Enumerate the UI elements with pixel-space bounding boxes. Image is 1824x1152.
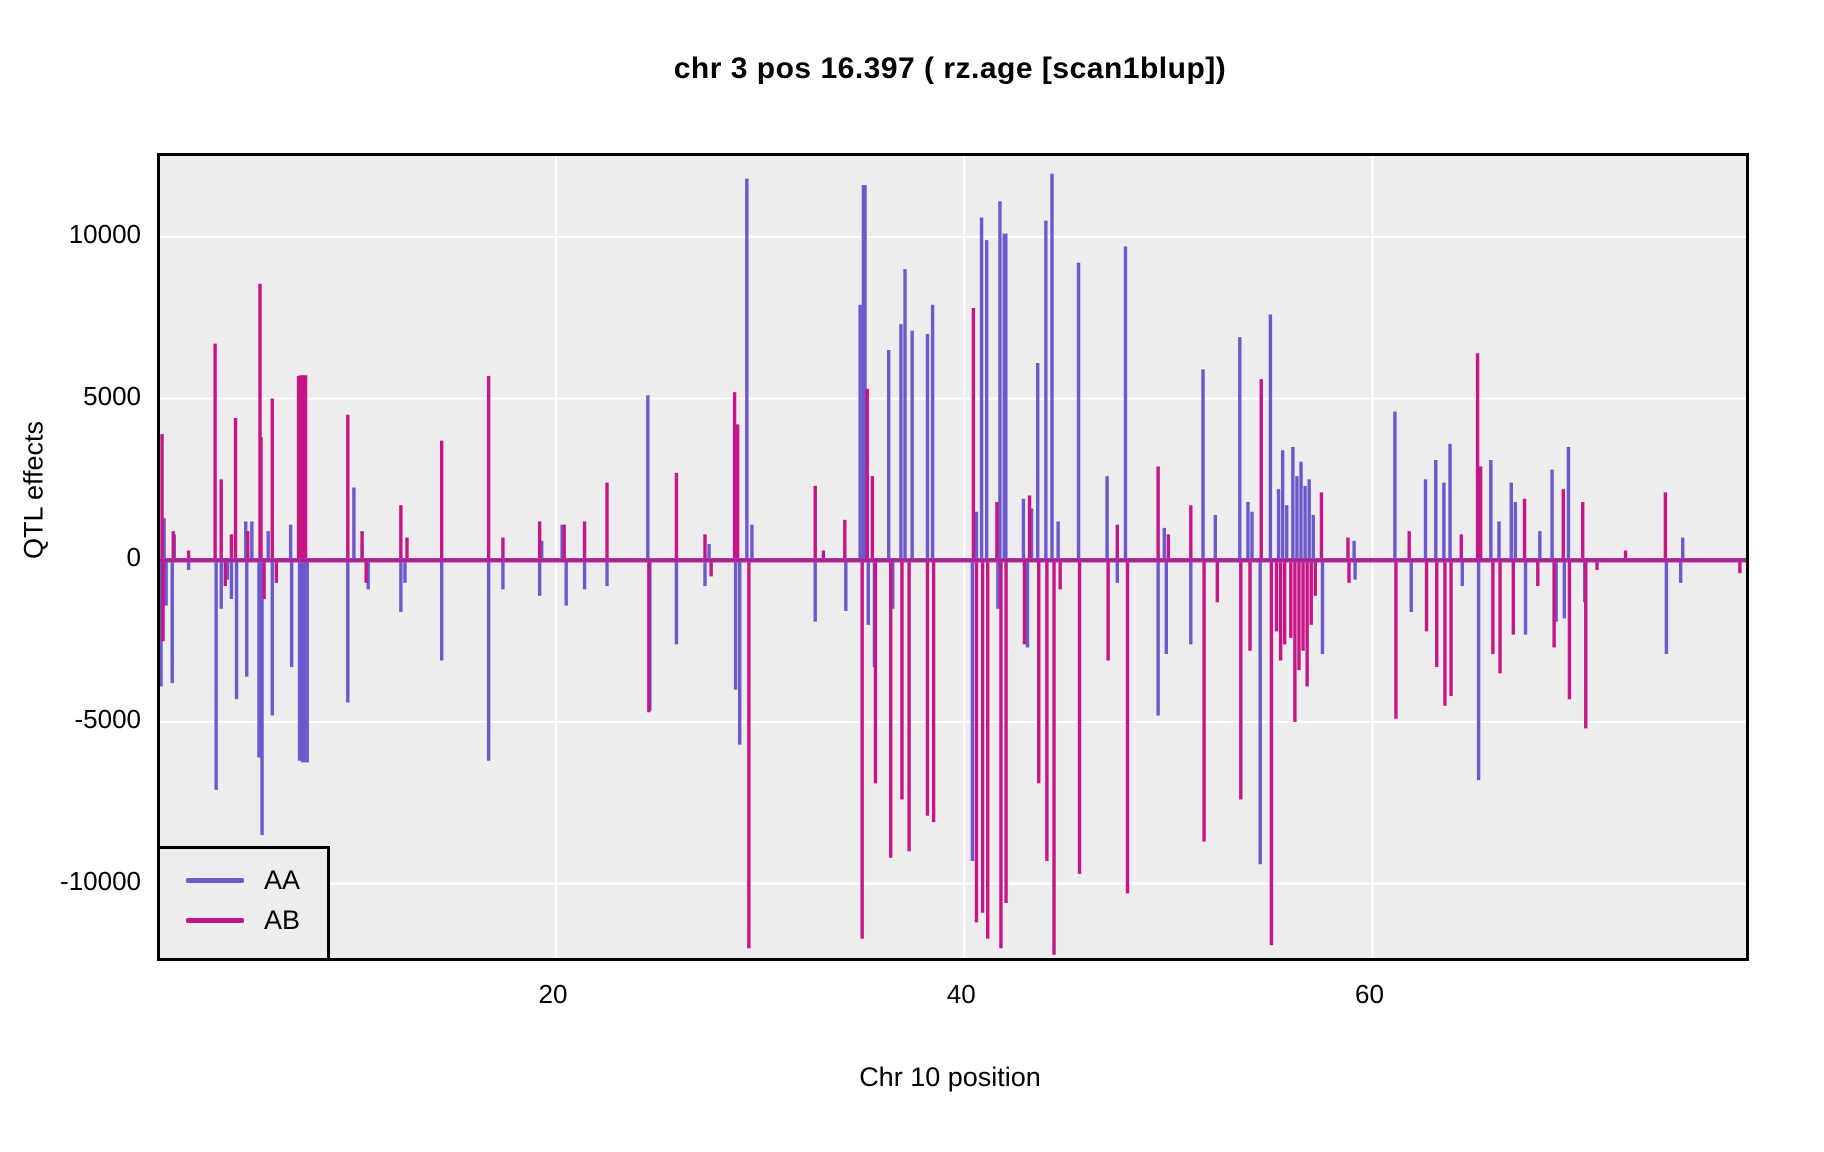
chart-title: chr 3 pos 16.397 ( rz.age [scan1blup]) (673, 52, 1227, 85)
legend-label: AB (264, 905, 301, 935)
x-tick-label: 40 (946, 979, 976, 1009)
legend: AA AB (157, 846, 330, 961)
x-tick-label: 20 (538, 979, 568, 1009)
legend-label: AA (264, 865, 301, 895)
legend-line-aa (186, 878, 244, 883)
y-axis-title: QTL effects (18, 420, 49, 560)
y-tick-label: 10000 (68, 218, 141, 249)
y-tick-label: 5000 (83, 380, 141, 411)
chart-svg (160, 156, 1746, 958)
x-tick-label: 60 (1354, 979, 1384, 1009)
legend-line-ab (186, 918, 244, 923)
x-axis-title: Chr 10 position (859, 1062, 1041, 1092)
legend-item-aa: AA (160, 863, 327, 897)
plot-panel: AA AB (157, 153, 1749, 961)
y-tick-label: -10000 (60, 865, 141, 896)
y-tick-label: -5000 (74, 703, 142, 734)
legend-item-ab: AB (160, 903, 327, 937)
y-tick-label: 0 (126, 542, 141, 573)
